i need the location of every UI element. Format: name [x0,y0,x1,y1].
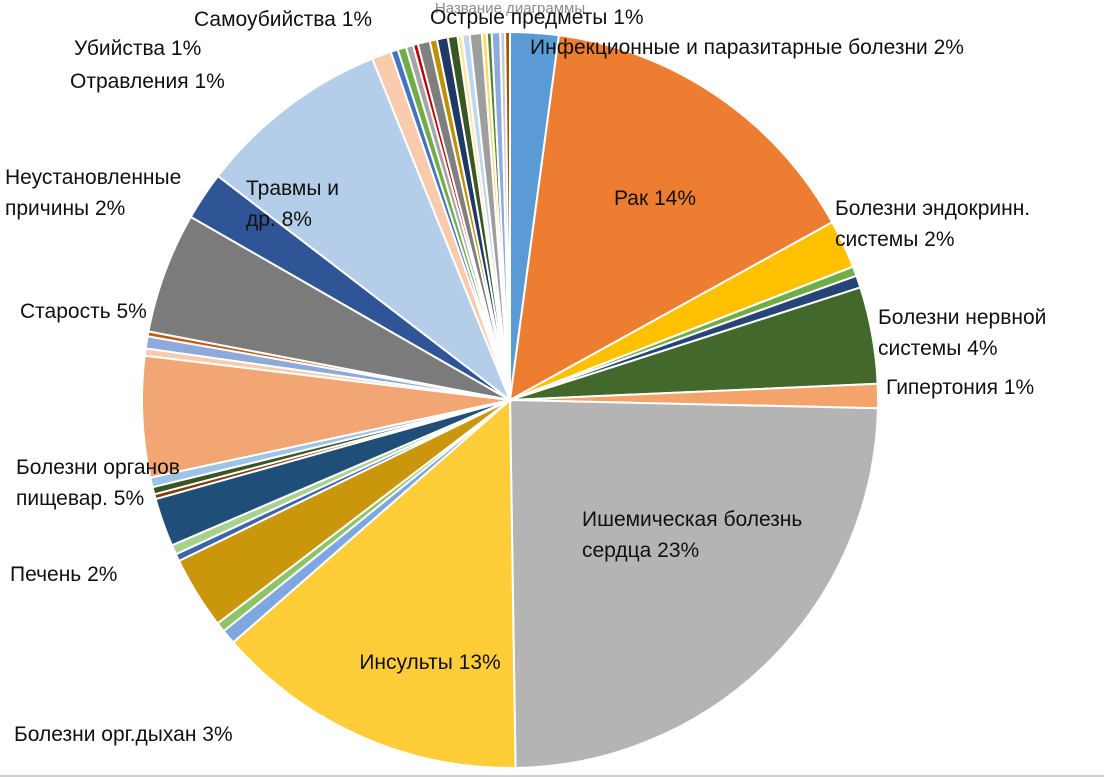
slice-label-resp: Болезни орг.дыхан 3% [14,723,233,746]
slice-label-line: Ишемическая болезнь [582,508,802,531]
slice-label-line: Болезни нервной [878,306,1046,329]
slice-label-infect: Инфекционные и паразитарные болезни 2% [530,36,964,59]
slice-label-trauma: Травмы и др. 8% [246,177,339,231]
slice-label-murder: Убийства 1% [74,37,201,60]
slice-label-line: Инфекционные и паразитарные болезни 2% [530,36,964,59]
slice-label-line: Болезни орг.дыхан 3% [14,723,233,746]
slice-label-line: Травмы и [246,177,339,200]
slice-label-line: Инсульты 13% [359,651,500,674]
slice-label-line: Убийства 1% [74,37,201,60]
slice-label-ihd: Ишемическая болезнь сердца 23% [582,508,802,562]
slice-label-stroke: Инсульты 13% [359,651,500,674]
pie-slice-u25 [504,30,511,401]
pie-labels: Инфекционные и паразитарные болезни 2% Ра… [5,6,1046,746]
slice-label-line: Гипертония 1% [886,376,1034,399]
slice-label-line: Печень 2% [10,563,117,586]
slice-label-line: пищевар. 5% [16,487,144,510]
slice-label-old: Старость 5% [20,300,147,323]
slice-label-digest: Болезни органов пищевар. 5% [16,456,180,510]
slice-label-line: Острые предметы 1% [430,6,644,29]
slice-label-line: системы 2% [835,228,955,251]
slice-label-line: Самоубийства 1% [194,8,372,31]
slice-label-line: Рак 14% [614,187,696,210]
pie-slice-stroke [231,397,517,769]
slice-label-cancer: Рак 14% [614,187,696,210]
slice-label-line: Старость 5% [20,300,147,323]
slice-label-line: сердца 23% [582,539,699,562]
slice-label-unknown: Неустановленные причины 2% [5,166,181,220]
slice-label-line: Болезни органов [16,456,180,479]
slice-label-line: Неустановленные [5,166,181,189]
slice-label-hyper: Гипертония 1% [886,376,1034,399]
slice-label-line: Болезни эндокринн. [835,197,1030,220]
slice-label-poison: Отравления 1% [70,70,225,93]
slice-label-suicide: Самоубийства 1% [194,8,372,31]
slice-label-line: причины 2% [5,197,125,220]
slice-label-nerv: Болезни нервной системы 4% [878,306,1046,360]
pie-slice-trauma [216,57,513,404]
pie-slice-ihd [508,398,879,769]
pie-slice-cancer [508,34,834,402]
bottom-frame-line [0,775,1104,777]
slice-label-line: системы 4% [878,337,998,360]
slice-label-endo: Болезни эндокринн. системы 2% [835,197,1030,251]
slice-label-line: др. 8% [246,208,312,231]
slice-label-sharp: Острые предметы 1% [430,6,644,29]
pie-slices [141,30,879,769]
slice-label-liver: Печень 2% [10,563,117,586]
slice-label-line: Отравления 1% [70,70,225,93]
chart-title: Название диаграммы [435,0,585,17]
